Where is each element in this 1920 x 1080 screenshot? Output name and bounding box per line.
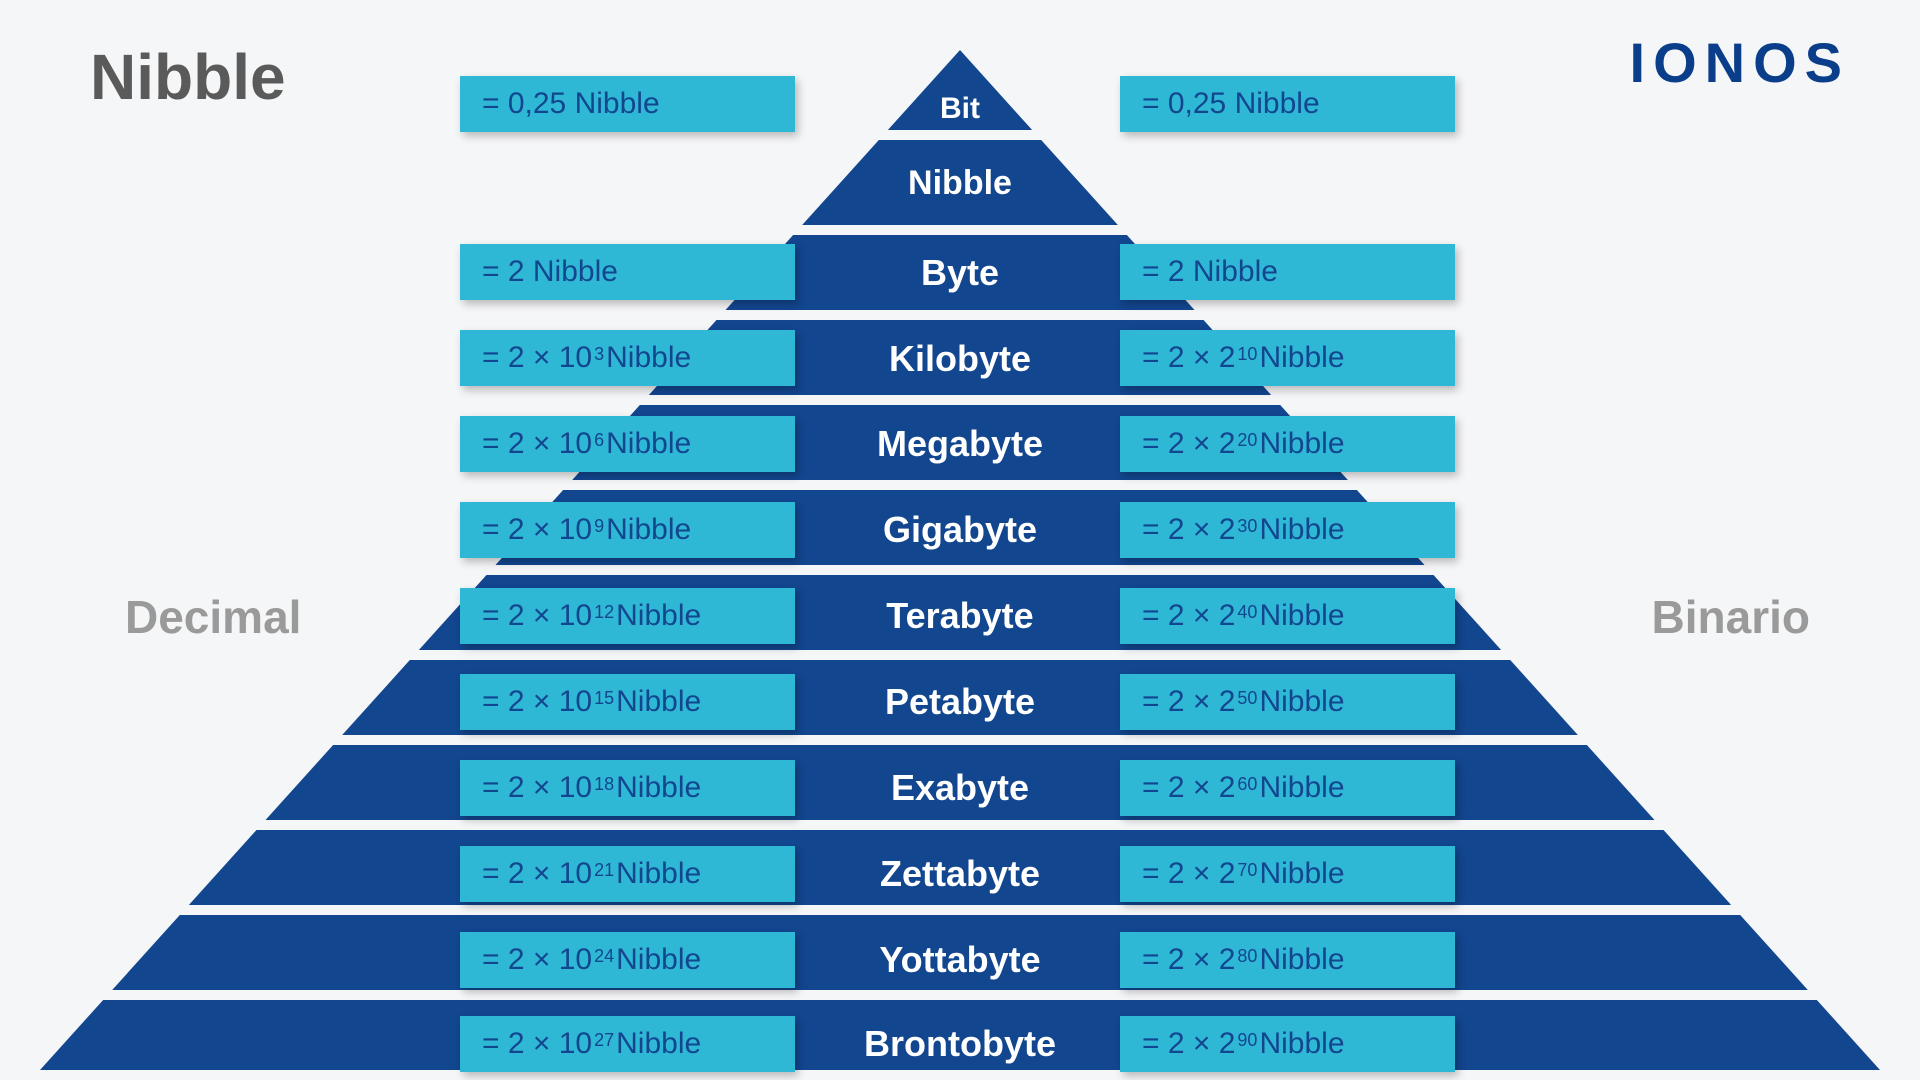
decimal-chip-brontobyte: = 2 × 1027 Nibble [460, 1016, 795, 1072]
unit-label-zettabyte: Zettabyte [880, 853, 1040, 895]
decimal-chip-zettabyte: = 2 × 1021 Nibble [460, 846, 795, 902]
unit-label-terabyte: Terabyte [886, 595, 1033, 637]
unit-label-exabyte: Exabyte [891, 767, 1029, 809]
decimal-chip-exabyte: = 2 × 1018 Nibble [460, 760, 795, 816]
binary-chip-petabyte: = 2 × 250 Nibble [1120, 674, 1455, 730]
binary-chip-kilobyte: = 2 × 210 Nibble [1120, 330, 1455, 386]
binary-chip-gigabyte: = 2 × 230 Nibble [1120, 502, 1455, 558]
unit-label-brontobyte: Brontobyte [864, 1023, 1056, 1065]
unit-label-kilobyte: Kilobyte [889, 338, 1031, 380]
decimal-chip-bit: = 0,25 Nibble [460, 76, 795, 132]
binary-chip-yottabyte: = 2 × 280 Nibble [1120, 932, 1455, 988]
binary-chip-exabyte: = 2 × 260 Nibble [1120, 760, 1455, 816]
binary-chip-brontobyte: = 2 × 290 Nibble [1120, 1016, 1455, 1072]
binary-chip-zettabyte: = 2 × 270 Nibble [1120, 846, 1455, 902]
binary-chip-bit: = 0,25 Nibble [1120, 76, 1455, 132]
unit-label-yottabyte: Yottabyte [879, 939, 1040, 981]
binary-chip-megabyte: = 2 × 220 Nibble [1120, 416, 1455, 472]
decimal-chip-petabyte: = 2 × 1015 Nibble [460, 674, 795, 730]
unit-label-nibble: Nibble [908, 164, 1012, 203]
unit-label-byte: Byte [921, 252, 999, 294]
binary-chip-byte: = 2 Nibble [1120, 244, 1455, 300]
unit-label-bit: Bit [940, 92, 980, 126]
decimal-chip-yottabyte: = 2 × 1024 Nibble [460, 932, 795, 988]
decimal-chip-kilobyte: = 2 × 103 Nibble [460, 330, 795, 386]
binary-chip-terabyte: = 2 × 240 Nibble [1120, 588, 1455, 644]
decimal-chip-byte: = 2 Nibble [460, 244, 795, 300]
unit-label-gigabyte: Gigabyte [883, 509, 1037, 551]
decimal-chip-gigabyte: = 2 × 109 Nibble [460, 502, 795, 558]
decimal-chip-megabyte: = 2 × 106 Nibble [460, 416, 795, 472]
unit-label-petabyte: Petabyte [885, 681, 1035, 723]
pyramid-stage: Bit = 0,25 Nibble = 0,25 Nibble Nibble Byte =… [0, 0, 1920, 1080]
decimal-chip-terabyte: = 2 × 1012 Nibble [460, 588, 795, 644]
unit-label-megabyte: Megabyte [877, 423, 1043, 465]
